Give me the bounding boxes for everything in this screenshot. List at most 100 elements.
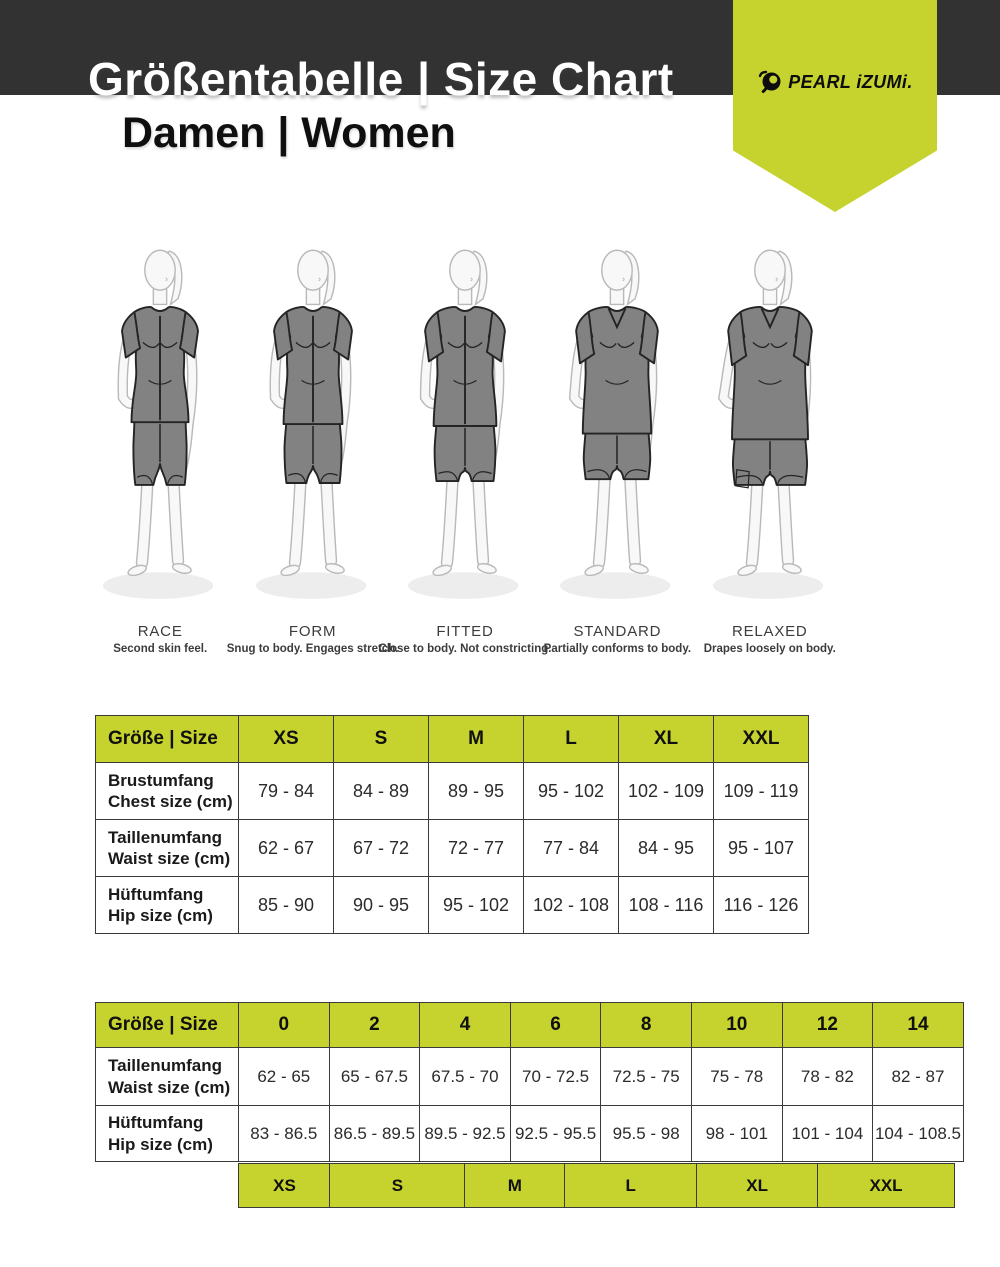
value-cell: 70 - 72.5 xyxy=(509,1047,602,1106)
header-cell: 12 xyxy=(781,1002,874,1048)
row-label-de: Hüftumfang xyxy=(108,1113,204,1133)
header-cell: 6 xyxy=(509,1002,602,1048)
row-label-cell: Hüftumfang Hip size (cm) xyxy=(95,876,239,934)
fit-illustration-race xyxy=(103,249,214,599)
letter-size-band: XS S M L XL XXL xyxy=(238,1163,956,1208)
value-cell: 79 - 84 xyxy=(238,762,334,820)
fit-description: Second skin feel. xyxy=(113,643,208,655)
band-cell: XL xyxy=(695,1163,819,1208)
header-cell: 4 xyxy=(419,1002,511,1048)
fit-illustration-relaxed xyxy=(712,249,823,599)
value-cell: 95.5 - 98 xyxy=(600,1105,692,1162)
value-cell: 108 - 116 xyxy=(618,876,714,934)
row-label-cell: Brustumfang Chest size (cm) xyxy=(95,762,239,820)
table-header-row: Größe | Size 0 2 4 6 8 10 12 14 xyxy=(95,1002,964,1048)
fit-figure-form: FORM Snug to body. Engages stretch. xyxy=(227,231,398,655)
value-cell: 83 - 86.5 xyxy=(238,1105,330,1162)
band-cell: L xyxy=(564,1163,698,1208)
fit-figure-fitted: FITTED Close to body. Not constricting. xyxy=(379,231,551,655)
fit-description: Partially conforms to body. xyxy=(543,643,692,655)
value-cell: 102 - 109 xyxy=(618,762,714,820)
row-label-cell: Taillenumfang Waist size (cm) xyxy=(95,819,239,877)
value-cell: 86.5 - 89.5 xyxy=(328,1105,421,1162)
fit-figure-standard: STANDARD Partially conforms to body. xyxy=(541,231,693,655)
value-cell: 89.5 - 92.5 xyxy=(419,1105,511,1162)
row-label-en: Waist size (cm) xyxy=(108,1077,231,1097)
fit-name: RACE xyxy=(137,623,183,640)
letter-size-table: Größe | Size XS S M L XL XXL Brustumfang… xyxy=(95,715,809,934)
row-label-en: Waist size (cm) xyxy=(108,849,231,868)
row-label-en: Hip size (cm) xyxy=(108,906,213,925)
brand-logo: PEARL iZUMi. xyxy=(733,70,937,94)
fit-name: RELAXED xyxy=(731,623,808,640)
header-cell: XS xyxy=(238,715,334,763)
row-label-en: Hip size (cm) xyxy=(108,1134,213,1154)
brand-ribbon: PEARL iZUMi. xyxy=(733,0,937,212)
value-cell: 90 - 95 xyxy=(333,876,429,934)
value-cell: 72.5 - 75 xyxy=(600,1047,692,1106)
row-label-de: Brustumfang xyxy=(108,770,214,790)
fit-description: Drapes loosely on body. xyxy=(703,643,836,655)
fit-illustration-form xyxy=(255,249,366,599)
band-cell: M xyxy=(463,1163,566,1208)
row-label-cell: Hüftumfang Hip size (cm) xyxy=(95,1105,239,1162)
header-cell: S xyxy=(333,715,429,763)
brand-wordmark: PEARL iZUMi. xyxy=(788,71,913,92)
value-cell: 62 - 65 xyxy=(238,1047,330,1106)
value-cell: 98 - 101 xyxy=(690,1105,783,1162)
table-header-row: Größe | Size XS S M L XL XXL xyxy=(95,715,809,763)
row-label-en: Chest size (cm) xyxy=(108,792,233,811)
row-label-de: Taillenumfang xyxy=(108,1056,222,1076)
table-row: Brustumfang Chest size (cm) 79 - 84 84 -… xyxy=(95,762,809,820)
table-row: Hüftumfang Hip size (cm) 83 - 86.5 86.5 … xyxy=(95,1105,964,1162)
value-cell: 89 - 95 xyxy=(428,762,524,820)
header-cell: Größe | Size xyxy=(95,1002,239,1048)
value-cell: 104 - 108.5 xyxy=(872,1105,964,1162)
value-cell: 72 - 77 xyxy=(428,819,524,877)
fit-figure-race: RACE Second skin feel. xyxy=(84,231,236,655)
value-cell: 95 - 102 xyxy=(523,762,619,820)
fit-description: Snug to body. Engages stretch. xyxy=(226,643,399,655)
value-cell: 77 - 84 xyxy=(523,819,619,877)
pearl-izumi-logo-icon xyxy=(759,70,781,93)
row-label-de: Taillenumfang xyxy=(108,827,222,847)
table-row: Hüftumfang Hip size (cm) 85 - 90 90 - 95… xyxy=(95,876,809,934)
table-row: Taillenumfang Waist size (cm) 62 - 65 65… xyxy=(95,1047,964,1106)
header-cell: 0 xyxy=(238,1002,330,1048)
value-cell: 95 - 107 xyxy=(713,819,809,877)
band-cell: XXL xyxy=(817,1163,956,1208)
value-cell: 62 - 67 xyxy=(238,819,334,877)
fit-name: FORM xyxy=(288,623,337,640)
value-cell: 92.5 - 95.5 xyxy=(509,1105,602,1162)
header-cell: Größe | Size xyxy=(95,715,239,763)
header-cell: M xyxy=(428,715,524,763)
numeric-size-table: Größe | Size 0 2 4 6 8 10 12 14 Taillenu… xyxy=(95,1002,964,1162)
header-cell: 14 xyxy=(872,1002,964,1048)
fit-figures-row: RACE Second skin feel. FORM Snug to body… xyxy=(84,231,846,655)
fit-description: Close to body. Not constricting. xyxy=(378,643,552,655)
value-cell: 84 - 89 xyxy=(333,762,429,820)
page-title: Größentabelle | Size Chart xyxy=(88,53,674,105)
value-cell: 82 - 87 xyxy=(872,1047,964,1106)
value-cell: 109 - 119 xyxy=(713,762,809,820)
row-label-cell: Taillenumfang Waist size (cm) xyxy=(95,1047,239,1106)
header-cell: XXL xyxy=(713,715,809,763)
fit-illustration-fitted xyxy=(407,249,519,599)
header-cell: L xyxy=(523,715,619,763)
value-cell: 85 - 90 xyxy=(238,876,334,934)
fit-name: STANDARD xyxy=(573,623,662,640)
band-cell: S xyxy=(329,1163,466,1208)
value-cell: 116 - 126 xyxy=(713,876,809,934)
header-cell: 8 xyxy=(600,1002,692,1048)
fit-name: FITTED xyxy=(436,623,494,640)
band-cell: XS xyxy=(238,1163,331,1208)
value-cell: 67 - 72 xyxy=(333,819,429,877)
value-cell: 78 - 82 xyxy=(781,1047,874,1106)
fit-illustration-standard xyxy=(560,249,671,599)
value-cell: 75 - 78 xyxy=(690,1047,783,1106)
fit-figure-relaxed: RELAXED Drapes loosely on body. xyxy=(694,231,846,655)
value-cell: 95 - 102 xyxy=(428,876,524,934)
value-cell: 101 - 104 xyxy=(781,1105,874,1162)
table-row: Taillenumfang Waist size (cm) 62 - 67 67… xyxy=(95,819,809,877)
